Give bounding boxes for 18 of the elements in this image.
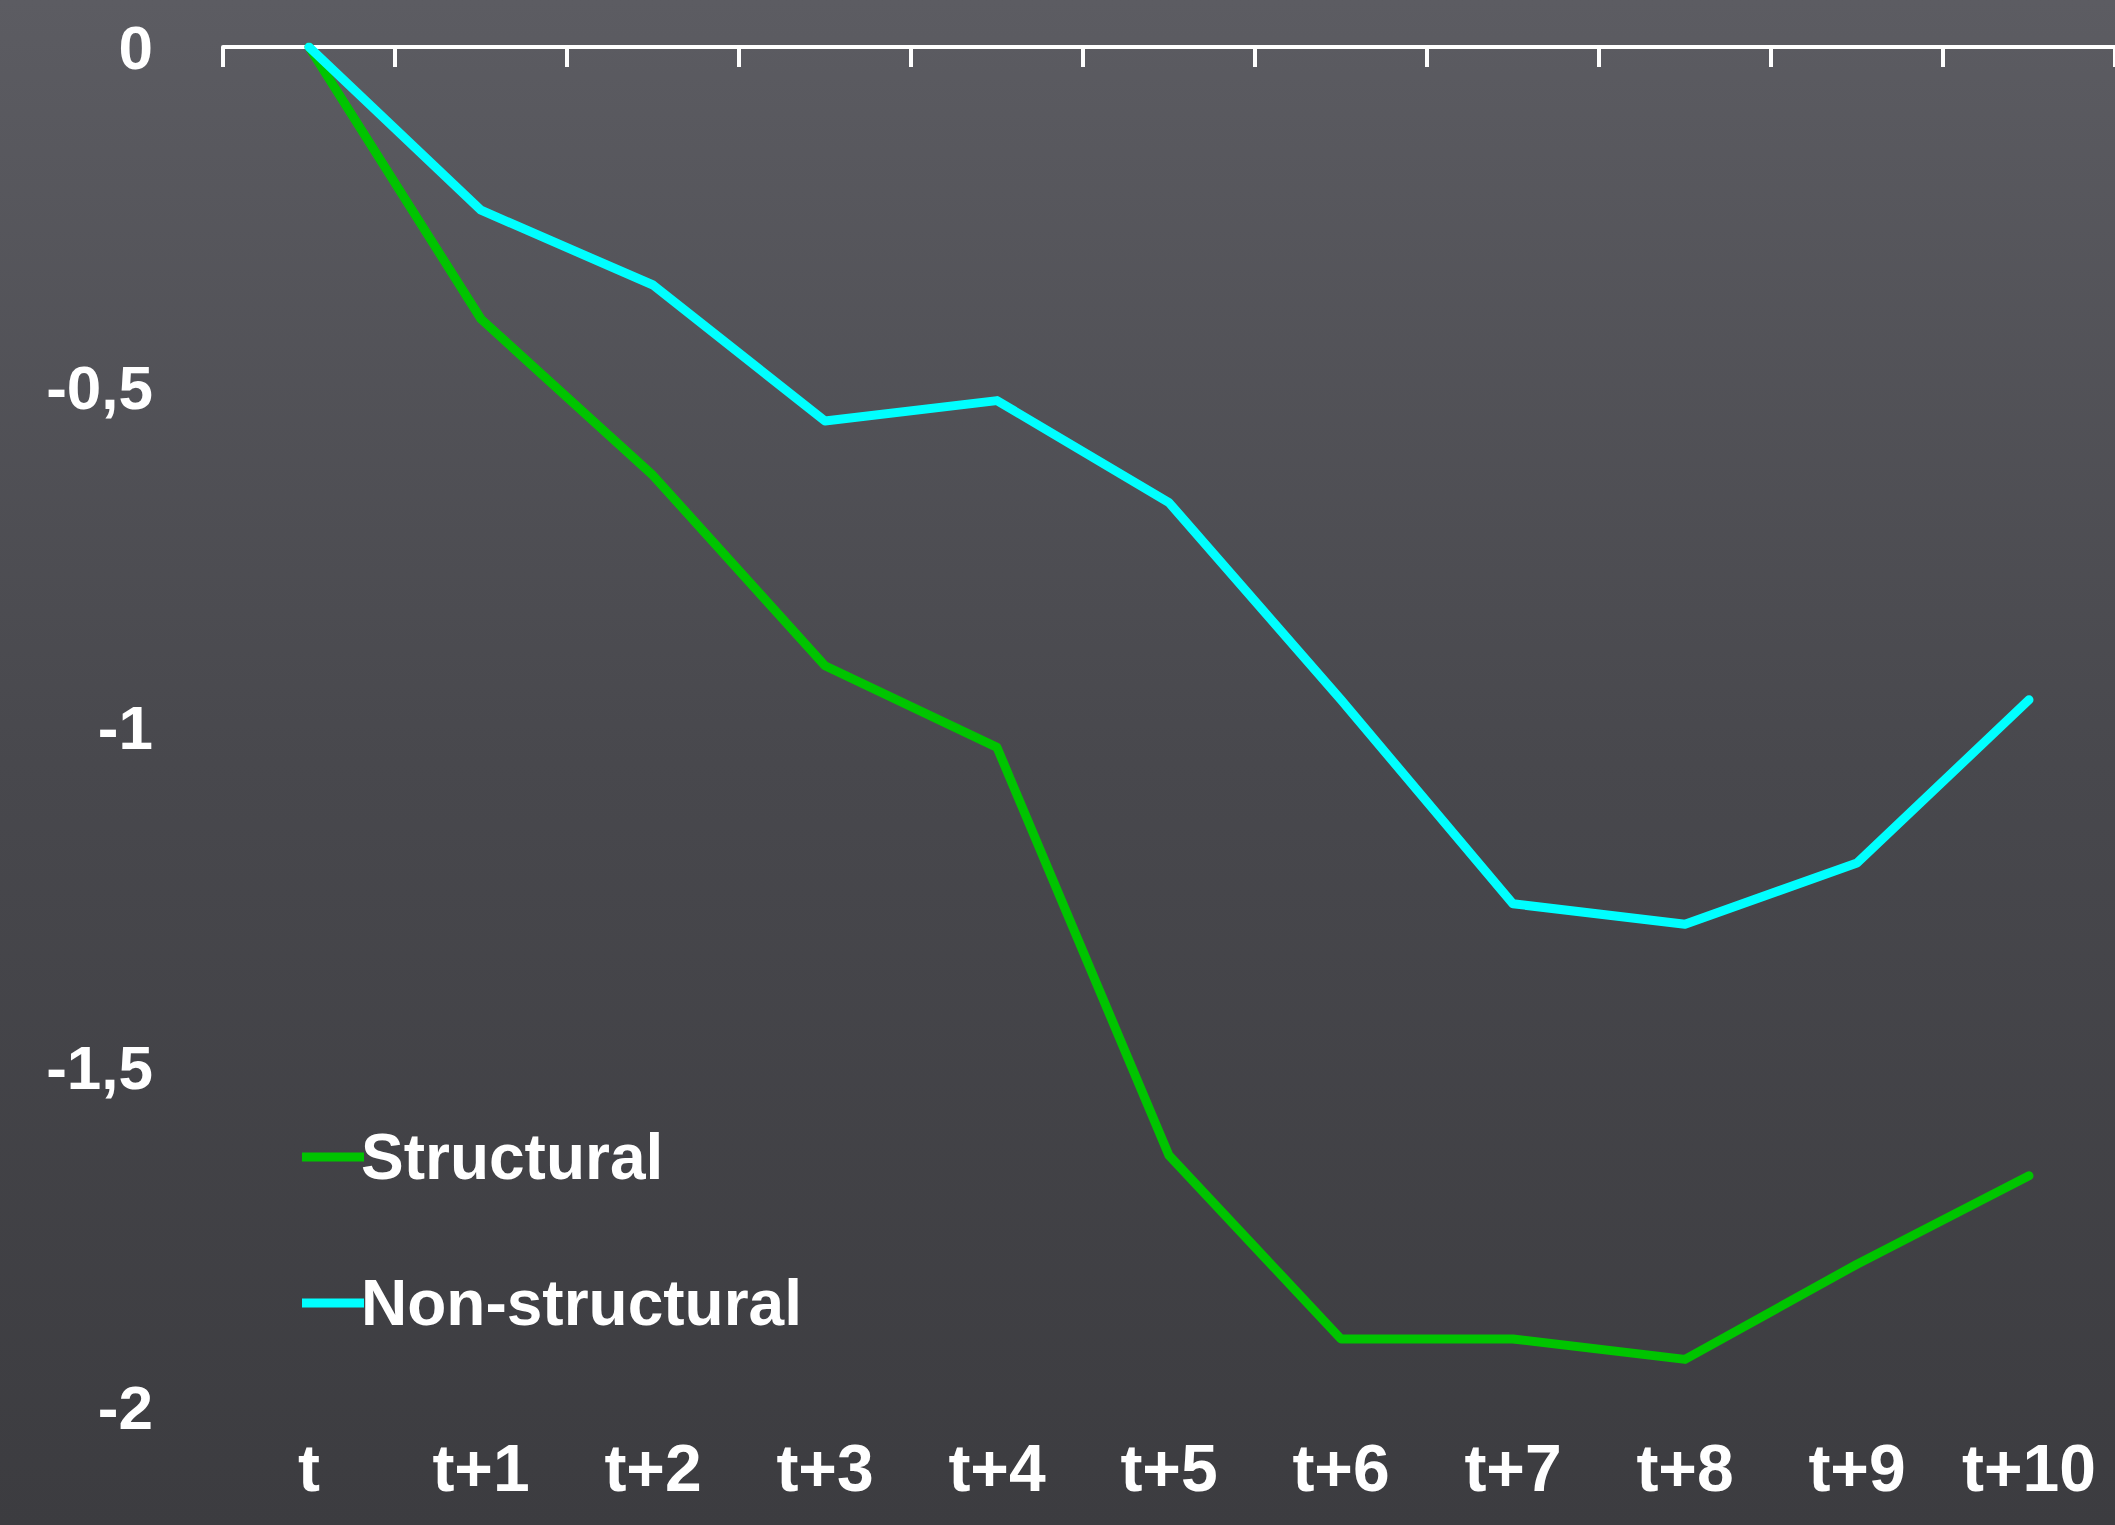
x-tick-label: t+9	[1808, 1431, 1906, 1505]
legend-label: Structural	[361, 1121, 664, 1193]
x-tick-label: t+7	[1464, 1431, 1562, 1505]
legend-label: Non-structural	[361, 1267, 802, 1339]
y-tick-label: 0	[118, 12, 153, 82]
x-tick-label: t+3	[776, 1431, 874, 1505]
x-tick-label: t+1	[432, 1431, 530, 1505]
y-tick-label: -2	[97, 1372, 153, 1442]
x-tick-label: t+6	[1292, 1431, 1390, 1505]
y-tick-label: -0,5	[46, 352, 153, 422]
y-tick-label: -1	[97, 692, 153, 762]
x-tick-label: t+5	[1120, 1431, 1218, 1505]
x-tick-label: t+2	[604, 1431, 702, 1505]
y-tick-label: -1,5	[46, 1032, 153, 1102]
x-tick-label: t	[298, 1431, 321, 1505]
x-tick-label: t+4	[948, 1431, 1046, 1505]
x-tick-label: t+8	[1636, 1431, 1734, 1505]
x-tick-label: t+10	[1962, 1431, 2096, 1505]
